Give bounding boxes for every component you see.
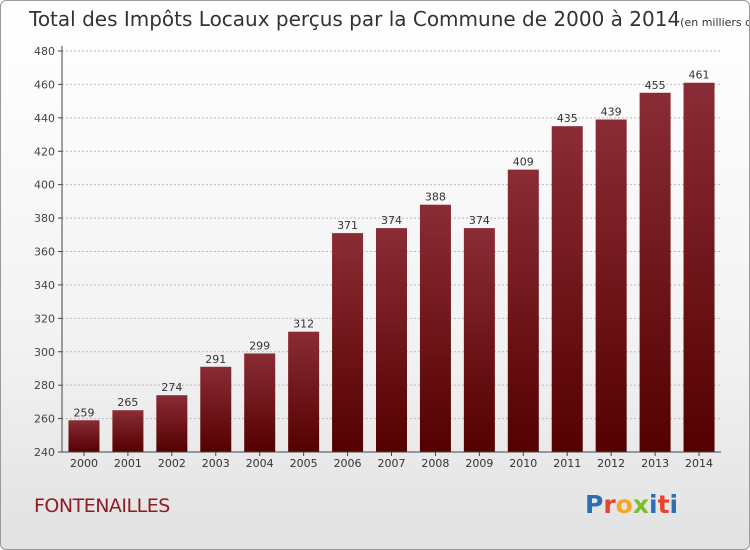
logo-letter: i bbox=[669, 490, 679, 519]
bar-value-label: 299 bbox=[249, 339, 270, 352]
bar-value-label: 274 bbox=[161, 381, 182, 394]
x-tick-label: 2000 bbox=[70, 457, 98, 470]
x-tick-label: 2005 bbox=[290, 457, 318, 470]
x-tick-label: 2012 bbox=[597, 457, 625, 470]
bar bbox=[551, 126, 583, 452]
x-tick-label: 2010 bbox=[509, 457, 537, 470]
logo-letter: i bbox=[649, 490, 658, 519]
logo-letter: t bbox=[657, 490, 670, 519]
bar bbox=[639, 92, 671, 452]
logo-letter: o bbox=[615, 490, 633, 519]
bar bbox=[332, 233, 364, 452]
y-tick-label: 340 bbox=[34, 279, 55, 292]
x-tick-label: 2001 bbox=[114, 457, 142, 470]
bar bbox=[112, 410, 144, 452]
bar bbox=[68, 420, 100, 452]
title-text: Total des Impôts Locaux perçus par la Co… bbox=[29, 7, 681, 31]
bar bbox=[683, 82, 715, 452]
bar bbox=[463, 228, 495, 452]
bar bbox=[288, 331, 320, 452]
bars: 259 265 274 291 299 312 371 374 388 374 409 435 439 4… bbox=[68, 69, 715, 453]
x-tick-label: 2006 bbox=[334, 457, 362, 470]
axes: 240 260 280 300 320 340 360 380 400 420 440 460 480 2… bbox=[34, 45, 721, 470]
bar bbox=[507, 169, 539, 453]
logo-letter: r bbox=[603, 490, 616, 519]
unit-label: (en milliers d'€) bbox=[680, 16, 749, 29]
bar-value-label: 409 bbox=[513, 156, 534, 169]
bar bbox=[419, 204, 451, 452]
x-tick-label: 2008 bbox=[421, 457, 449, 470]
bar-value-label: 265 bbox=[117, 396, 138, 409]
y-tick-label: 420 bbox=[34, 145, 55, 158]
x-tick-label: 2014 bbox=[685, 457, 713, 470]
bar bbox=[376, 228, 407, 452]
bar-value-label: 435 bbox=[557, 112, 578, 125]
bar bbox=[595, 119, 627, 453]
x-tick-label: 2009 bbox=[465, 457, 493, 470]
y-tick-label: 480 bbox=[34, 45, 55, 58]
bar-value-label: 291 bbox=[205, 353, 226, 366]
y-tick-label: 400 bbox=[34, 179, 55, 192]
y-tick-label: 460 bbox=[34, 78, 55, 91]
x-tick-label: 2004 bbox=[246, 457, 274, 470]
logo-letter: P bbox=[585, 490, 604, 519]
bar-value-label: 374 bbox=[381, 214, 402, 227]
y-tick-label: 360 bbox=[34, 246, 55, 259]
bar-value-label: 455 bbox=[645, 79, 666, 92]
proxiti-logo: Proxiti bbox=[585, 490, 678, 519]
bar-value-label: 371 bbox=[337, 219, 358, 232]
bar-value-label: 259 bbox=[73, 406, 94, 419]
bar-value-label: 312 bbox=[293, 318, 314, 331]
bar-value-label: 388 bbox=[425, 191, 446, 204]
y-tick-label: 260 bbox=[34, 413, 55, 426]
y-tick-label: 380 bbox=[34, 212, 55, 225]
x-tick-label: 2007 bbox=[378, 457, 406, 470]
x-tick-label: 2002 bbox=[158, 457, 186, 470]
chart-title: Total des Impôts Locaux perçus par la Co… bbox=[29, 7, 749, 31]
y-tick-label: 280 bbox=[34, 379, 55, 392]
bar-chart: 259 265 274 291 299 312 371 374 388 374 409 435 439 4… bbox=[34, 45, 721, 470]
logo-letter: x bbox=[632, 490, 649, 519]
x-tick-label: 2011 bbox=[553, 457, 581, 470]
bar bbox=[244, 353, 276, 452]
bar bbox=[200, 366, 232, 452]
bar-value-label: 374 bbox=[469, 214, 490, 227]
x-tick-label: 2003 bbox=[202, 457, 230, 470]
x-tick-label: 2013 bbox=[641, 457, 669, 470]
bar-value-label: 461 bbox=[689, 69, 710, 82]
commune-name: FONTENAILLES bbox=[34, 495, 170, 517]
y-tick-label: 240 bbox=[34, 446, 55, 459]
y-tick-label: 440 bbox=[34, 112, 55, 125]
y-tick-label: 320 bbox=[34, 312, 55, 325]
bar-value-label: 439 bbox=[601, 106, 622, 119]
y-tick-label: 300 bbox=[34, 346, 55, 359]
bar bbox=[156, 395, 188, 452]
